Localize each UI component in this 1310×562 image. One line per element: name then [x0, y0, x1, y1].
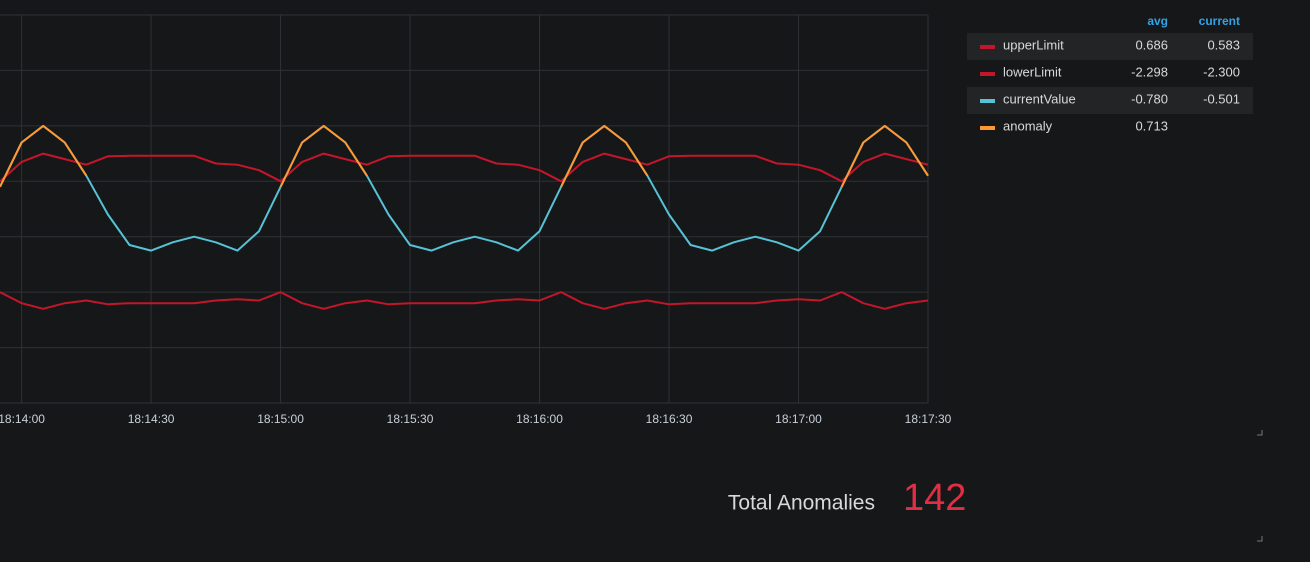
legend-value: -2.298	[1131, 64, 1168, 79]
stat-value: 142	[903, 477, 966, 519]
series-line	[0, 152, 929, 183]
legend-value: 0.686	[1135, 37, 1168, 52]
x-tick-label: 18:14:30	[128, 412, 175, 426]
x-tick-label: 18:17:00	[775, 412, 822, 426]
legend-value: -0.780	[1131, 91, 1168, 106]
legend-value: 0.583	[1207, 37, 1240, 52]
x-tick-label: 18:16:00	[516, 412, 563, 426]
legend-name[interactable]: currentValue	[1003, 91, 1076, 106]
legend-header: current	[1199, 14, 1240, 28]
x-tick-label: 18:15:30	[387, 412, 434, 426]
legend-name[interactable]: upperLimit	[1003, 37, 1064, 52]
series-line	[840, 124, 929, 188]
legend-header: avg	[1147, 14, 1168, 28]
legend-value: -2.300	[1203, 64, 1240, 79]
resize-handle[interactable]	[1257, 430, 1263, 436]
x-tick-label: 18:17:30	[905, 412, 952, 426]
legend-row-bg	[967, 33, 1253, 60]
x-tick-label: 18:16:30	[646, 412, 693, 426]
stat-label: Total Anomalies	[728, 492, 875, 515]
x-tick-label: 18:14:00	[0, 412, 45, 426]
legend-row-bg	[967, 87, 1253, 114]
series-line	[279, 124, 368, 188]
series-line	[560, 124, 649, 188]
series-line	[0, 124, 88, 188]
legend-name[interactable]: lowerLimit	[1003, 64, 1062, 79]
series-line	[0, 291, 929, 310]
plot: 18:14:00 18:14:30 18:15:00 18:15:30 18:16:00…	[0, 14, 952, 426]
resize-handle[interactable]	[1257, 536, 1263, 542]
x-tick-label: 18:15:00	[257, 412, 304, 426]
legend-value: 0.713	[1135, 118, 1168, 133]
series-line	[0, 124, 929, 252]
legend-name[interactable]: anomaly	[1003, 118, 1053, 133]
legend-value: -0.501	[1203, 91, 1240, 106]
